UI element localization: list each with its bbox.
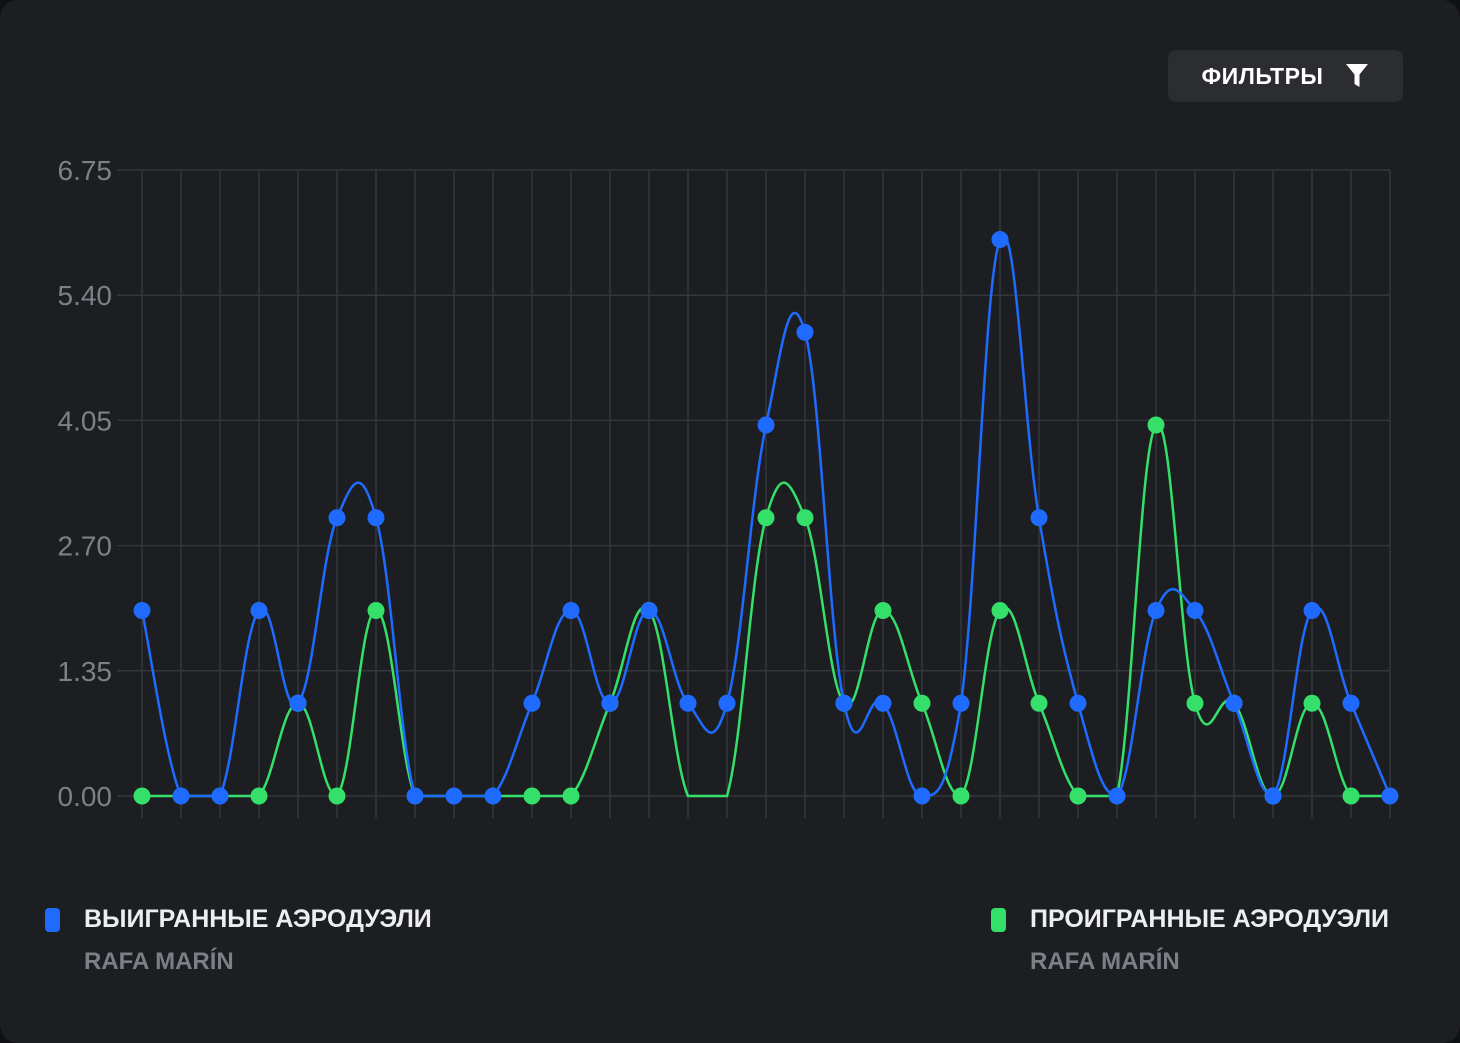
- y-tick-label: 2.70: [58, 531, 113, 562]
- data-point-won[interactable]: [640, 602, 658, 620]
- data-point-won[interactable]: [172, 787, 190, 805]
- data-point-lost[interactable]: [757, 509, 775, 527]
- data-point-won[interactable]: [445, 787, 463, 805]
- data-point-won[interactable]: [1225, 694, 1243, 712]
- data-point-lost[interactable]: [1342, 787, 1360, 805]
- legend-swatch-lost: [991, 908, 1006, 932]
- data-point-won[interactable]: [133, 602, 151, 620]
- data-point-won[interactable]: [1186, 602, 1204, 620]
- data-point-lost[interactable]: [952, 787, 970, 805]
- data-point-won[interactable]: [289, 694, 307, 712]
- data-point-won[interactable]: [835, 694, 853, 712]
- filters-button-label: ФИЛЬТРЫ: [1201, 62, 1324, 89]
- data-point-lost[interactable]: [991, 602, 1009, 620]
- filter-icon: [1346, 64, 1369, 87]
- data-point-won[interactable]: [406, 787, 424, 805]
- legend-label-won: ВЫИГРАННЫЕ АЭРОДУЭЛИ: [84, 905, 432, 933]
- data-point-won[interactable]: [1030, 509, 1048, 527]
- data-point-won[interactable]: [1381, 787, 1399, 805]
- data-point-lost[interactable]: [874, 602, 892, 620]
- data-point-won[interactable]: [367, 509, 385, 527]
- data-point-won[interactable]: [718, 694, 736, 712]
- y-tick-label: 0.00: [58, 781, 113, 812]
- data-point-lost[interactable]: [796, 509, 814, 527]
- y-tick-label: 1.35: [58, 656, 113, 687]
- data-point-won[interactable]: [328, 509, 346, 527]
- data-point-won[interactable]: [1303, 602, 1321, 620]
- data-point-won[interactable]: [250, 602, 268, 620]
- data-point-lost[interactable]: [1303, 694, 1321, 712]
- data-point-won[interactable]: [1108, 787, 1126, 805]
- legend-swatch-won: [45, 908, 60, 932]
- data-point-won[interactable]: [601, 694, 619, 712]
- y-tick-label: 5.40: [58, 280, 113, 311]
- data-point-won[interactable]: [211, 787, 229, 805]
- legend-player-won: RAFA MARÍN: [84, 948, 234, 975]
- data-point-lost[interactable]: [1186, 694, 1204, 712]
- y-tick-label: 6.75: [58, 155, 113, 186]
- data-point-won[interactable]: [1147, 602, 1165, 620]
- data-point-lost[interactable]: [523, 787, 541, 805]
- data-point-won[interactable]: [913, 787, 931, 805]
- data-point-won[interactable]: [796, 323, 814, 341]
- data-point-won[interactable]: [1069, 694, 1087, 712]
- data-point-won[interactable]: [1342, 694, 1360, 712]
- data-point-lost[interactable]: [1147, 416, 1165, 434]
- data-point-won[interactable]: [952, 694, 970, 712]
- data-point-won[interactable]: [562, 602, 580, 620]
- data-point-lost[interactable]: [1069, 787, 1087, 805]
- data-point-won[interactable]: [523, 694, 541, 712]
- data-point-lost[interactable]: [250, 787, 268, 805]
- data-point-lost[interactable]: [562, 787, 580, 805]
- data-point-lost[interactable]: [1030, 694, 1048, 712]
- data-point-won[interactable]: [484, 787, 502, 805]
- series-line-won: [140, 234, 1392, 798]
- legend-player-lost: RAFA MARÍN: [1030, 948, 1180, 975]
- data-point-lost[interactable]: [367, 602, 385, 620]
- data-point-won[interactable]: [757, 416, 775, 434]
- chart-series: [133, 231, 1399, 805]
- data-point-lost[interactable]: [913, 694, 931, 712]
- y-axis: 0.00 1.35 2.70 4.05 5.40 6.75: [58, 155, 113, 812]
- data-point-won[interactable]: [991, 231, 1009, 249]
- legend-label-lost: ПРОИГРАННЫЕ АЭРОДУЭЛИ: [1030, 905, 1389, 933]
- data-point-lost[interactable]: [328, 787, 346, 805]
- filters-button[interactable]: ФИЛЬТРЫ: [1168, 50, 1403, 102]
- data-point-won[interactable]: [1264, 787, 1282, 805]
- data-point-won[interactable]: [679, 694, 697, 712]
- data-point-won[interactable]: [874, 694, 892, 712]
- data-point-lost[interactable]: [133, 787, 151, 805]
- y-tick-label: 4.05: [58, 405, 113, 436]
- chart-grid: [117, 169, 1391, 818]
